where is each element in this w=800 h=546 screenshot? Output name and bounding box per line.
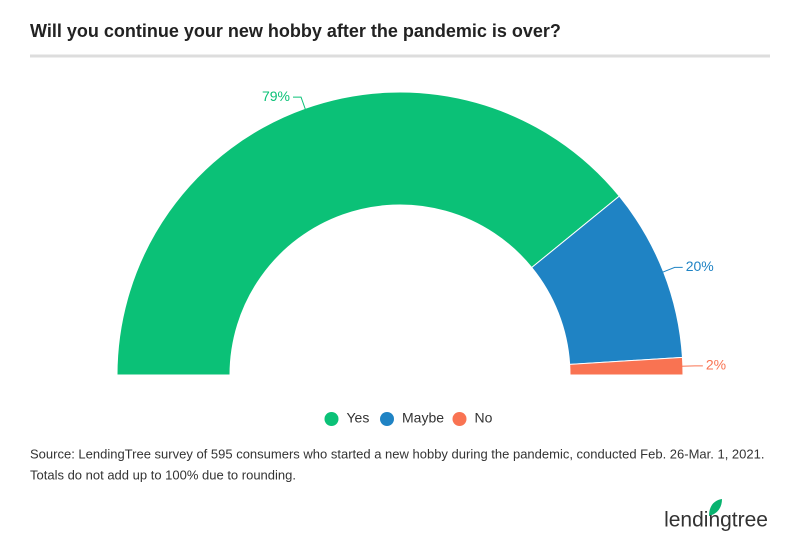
data-label: 2%: [706, 357, 726, 373]
legend-swatch: [380, 412, 394, 426]
source-line: Totals do not add up to 100% due to roun…: [30, 467, 296, 482]
source-line: Source: LendingTree survey of 595 consum…: [30, 446, 764, 461]
legend-swatch: [324, 412, 339, 426]
data-label: 79%: [262, 88, 290, 104]
leader-line: [661, 266, 683, 273]
leader-line: [293, 96, 307, 111]
segment: [569, 356, 684, 376]
legend-label: No: [475, 410, 493, 426]
legend-label: Yes: [347, 410, 370, 426]
logo: lendingtree: [664, 509, 768, 532]
data-label: 20%: [686, 258, 714, 274]
logo-leaf: [709, 499, 722, 516]
segment: [116, 91, 620, 376]
legend-label: Maybe: [402, 410, 444, 426]
legend-swatch: [452, 412, 467, 426]
chart-title: Will you continue your new hobby after t…: [30, 21, 561, 41]
